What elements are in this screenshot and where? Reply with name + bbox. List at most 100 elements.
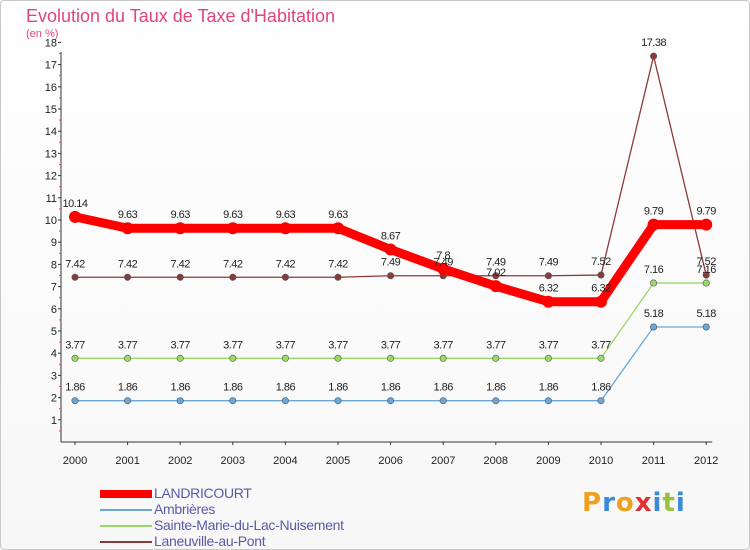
chart-subtitle: (en %): [26, 28, 59, 40]
data-label-sainte-marie-du-lac-nuisement: 3.77: [65, 339, 85, 351]
data-point-ambri-res: [597, 397, 605, 405]
y-tick-label: 7: [51, 282, 57, 294]
y-tick-label: 8: [51, 259, 57, 271]
data-point-ambri-res: [492, 397, 500, 405]
y-tick-label: 3: [51, 370, 57, 382]
data-label-landricourt: 9.79: [644, 206, 664, 218]
data-point-sainte-marie-du-lac-nuisement: [492, 354, 500, 362]
data-label-landricourt: 9.63: [223, 209, 243, 221]
proxiti-logo: Proxiti: [582, 488, 686, 518]
data-point-laneuville-au-pont: [124, 273, 132, 281]
data-label-ambri-res: 1.86: [276, 382, 296, 394]
x-tick-label: 2001: [115, 455, 139, 467]
logo-letter: P: [582, 488, 603, 518]
data-label-sainte-marie-du-lac-nuisement: 3.77: [381, 339, 401, 351]
data-point-laneuville-au-pont: [71, 273, 79, 281]
x-tick-label: 2004: [273, 455, 297, 467]
x-tick-label: 2009: [536, 455, 560, 467]
data-label-laneuville-au-pont: 7.42: [65, 258, 85, 270]
data-label-ambri-res: 1.86: [433, 382, 453, 394]
data-point-sainte-marie-du-lac-nuisement: [229, 354, 237, 362]
data-label-laneuville-au-pont: 7.49: [381, 257, 401, 269]
data-label-laneuville-au-pont: 7.42: [276, 258, 296, 270]
data-point-sainte-marie-du-lac-nuisement: [650, 279, 658, 287]
data-label-laneuville-au-pont: 7.49: [433, 257, 453, 269]
y-tick-label: 4: [51, 348, 57, 360]
data-label-sainte-marie-du-lac-nuisement: 3.77: [486, 339, 506, 351]
data-labels-layer: 10.14 9.63 9.63 9.63 9.63 9.63 8.67 7.8 7.02 6.32…: [62, 37, 716, 394]
x-tick-label: 2010: [589, 455, 613, 467]
data-label-ambri-res: 1.86: [328, 382, 348, 394]
data-label-landricourt: 7.8: [436, 250, 450, 262]
legend-swatch: [100, 541, 152, 543]
data-point-sainte-marie-du-lac-nuisement: [281, 354, 289, 362]
data-point-landricourt: [384, 243, 397, 256]
data-label-sainte-marie-du-lac-nuisement: 3.77: [591, 339, 611, 351]
legend-label: Laneuville-au-Pont: [154, 533, 266, 549]
x-tick-label: 2011: [642, 455, 666, 467]
data-point-ambri-res: [439, 397, 447, 405]
data-point-laneuville-au-pont: [281, 273, 289, 281]
data-label-sainte-marie-du-lac-nuisement: 3.77: [328, 339, 348, 351]
data-label-ambri-res: 1.86: [486, 382, 506, 394]
data-point-ambri-res: [650, 323, 658, 331]
x-tick-label: 2005: [326, 455, 350, 467]
x-tick-label: 2006: [378, 455, 402, 467]
data-point-laneuville-au-pont: [176, 273, 184, 281]
logo-letter: i: [675, 488, 686, 518]
data-label-landricourt: 9.63: [118, 209, 138, 221]
data-point-landricourt: [489, 280, 502, 293]
logo-letter: o: [615, 488, 635, 518]
data-point-ambri-res: [334, 397, 342, 405]
data-point-ambri-res: [176, 397, 184, 405]
data-label-ambri-res: 1.86: [223, 382, 243, 394]
data-label-laneuville-au-pont: 7.42: [328, 258, 348, 270]
data-label-sainte-marie-du-lac-nuisement: 3.77: [118, 339, 138, 351]
data-label-sainte-marie-du-lac-nuisement: 3.77: [170, 339, 190, 351]
data-label-ambri-res: 1.86: [118, 382, 138, 394]
logo-letter: x: [634, 488, 653, 518]
data-point-laneuville-au-pont: [492, 272, 500, 280]
data-label-ambri-res: 1.86: [591, 382, 611, 394]
data-label-ambri-res: 1.86: [381, 382, 401, 394]
logo-letter: r: [602, 488, 616, 518]
x-tick-label: 2008: [484, 455, 508, 467]
legend-label: Sainte-Marie-du-Lac-Nuisement: [154, 517, 344, 533]
logo-letter: t: [662, 488, 676, 518]
data-label-ambri-res: 5.18: [644, 308, 664, 320]
legend-swatch: [100, 490, 152, 498]
data-point-sainte-marie-du-lac-nuisement: [544, 354, 552, 362]
data-point-sainte-marie-du-lac-nuisement: [176, 354, 184, 362]
data-point-sainte-marie-du-lac-nuisement: [439, 354, 447, 362]
data-label-sainte-marie-du-lac-nuisement: 3.77: [433, 339, 453, 351]
data-point-landricourt: [647, 218, 660, 231]
data-label-ambri-res: 1.86: [539, 382, 559, 394]
data-label-laneuville-au-pont: 7.42: [170, 258, 190, 270]
legend-label: LANDRICOURT: [154, 485, 252, 501]
data-label-sainte-marie-du-lac-nuisement: 7.16: [696, 264, 716, 276]
y-tick-label: 17: [45, 60, 57, 72]
data-point-sainte-marie-du-lac-nuisement: [71, 354, 79, 362]
x-tick-label: 2000: [63, 455, 87, 467]
data-label-laneuville-au-pont: 7.42: [223, 258, 243, 270]
y-tick-label: 10: [45, 215, 57, 227]
data-point-landricourt: [437, 262, 450, 275]
data-label-ambri-res: 1.86: [170, 382, 190, 394]
data-label-ambri-res: 5.18: [696, 308, 716, 320]
data-point-ambri-res: [281, 397, 289, 405]
data-label-landricourt: 6.32: [591, 283, 611, 295]
chart-title: Evolution du Taux de Taxe d'Habitation: [26, 6, 335, 26]
y-tick-label: 6: [51, 304, 57, 316]
y-tick-label: 18: [45, 37, 57, 49]
data-point-ambri-res: [387, 397, 395, 405]
data-point-landricourt: [595, 295, 607, 308]
x-tick-label: 2002: [168, 455, 192, 467]
data-point-sainte-marie-du-lac-nuisement: [597, 354, 605, 362]
data-point-laneuville-au-pont: [387, 272, 395, 280]
data-point-laneuville-au-pont: [334, 273, 342, 281]
x-tick-label: 2007: [431, 455, 455, 467]
data-point-landricourt: [279, 222, 292, 235]
data-label-sainte-marie-du-lac-nuisement: 7.16: [644, 264, 664, 276]
data-point-landricourt: [69, 210, 81, 223]
